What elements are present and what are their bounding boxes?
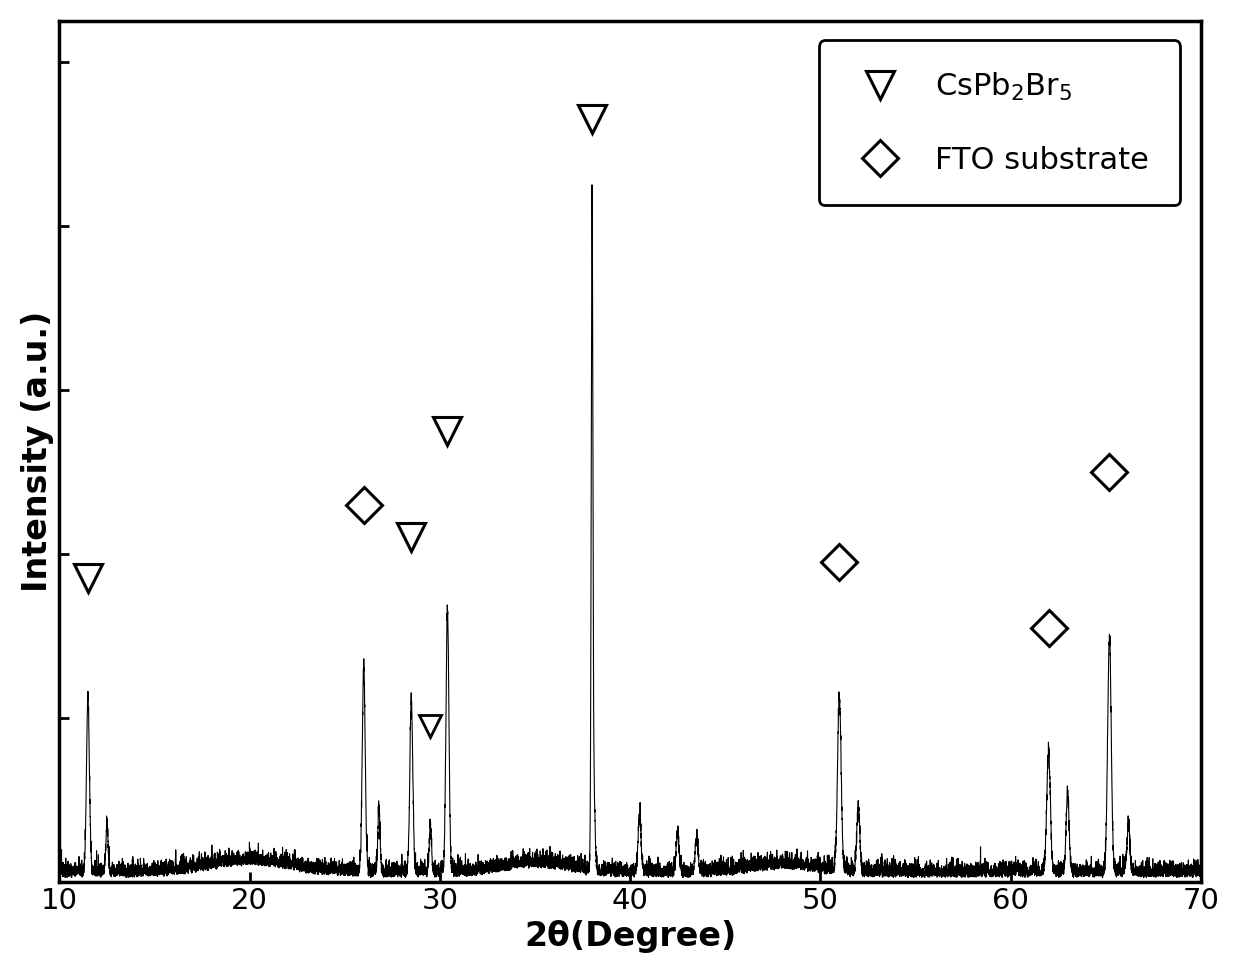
X-axis label: 2θ(Degree): 2θ(Degree): [525, 920, 737, 954]
Y-axis label: Intensity (a.u.): Intensity (a.u.): [21, 311, 53, 592]
Legend: CsPb$_2$Br$_5$, FTO substrate: CsPb$_2$Br$_5$, FTO substrate: [820, 40, 1179, 206]
